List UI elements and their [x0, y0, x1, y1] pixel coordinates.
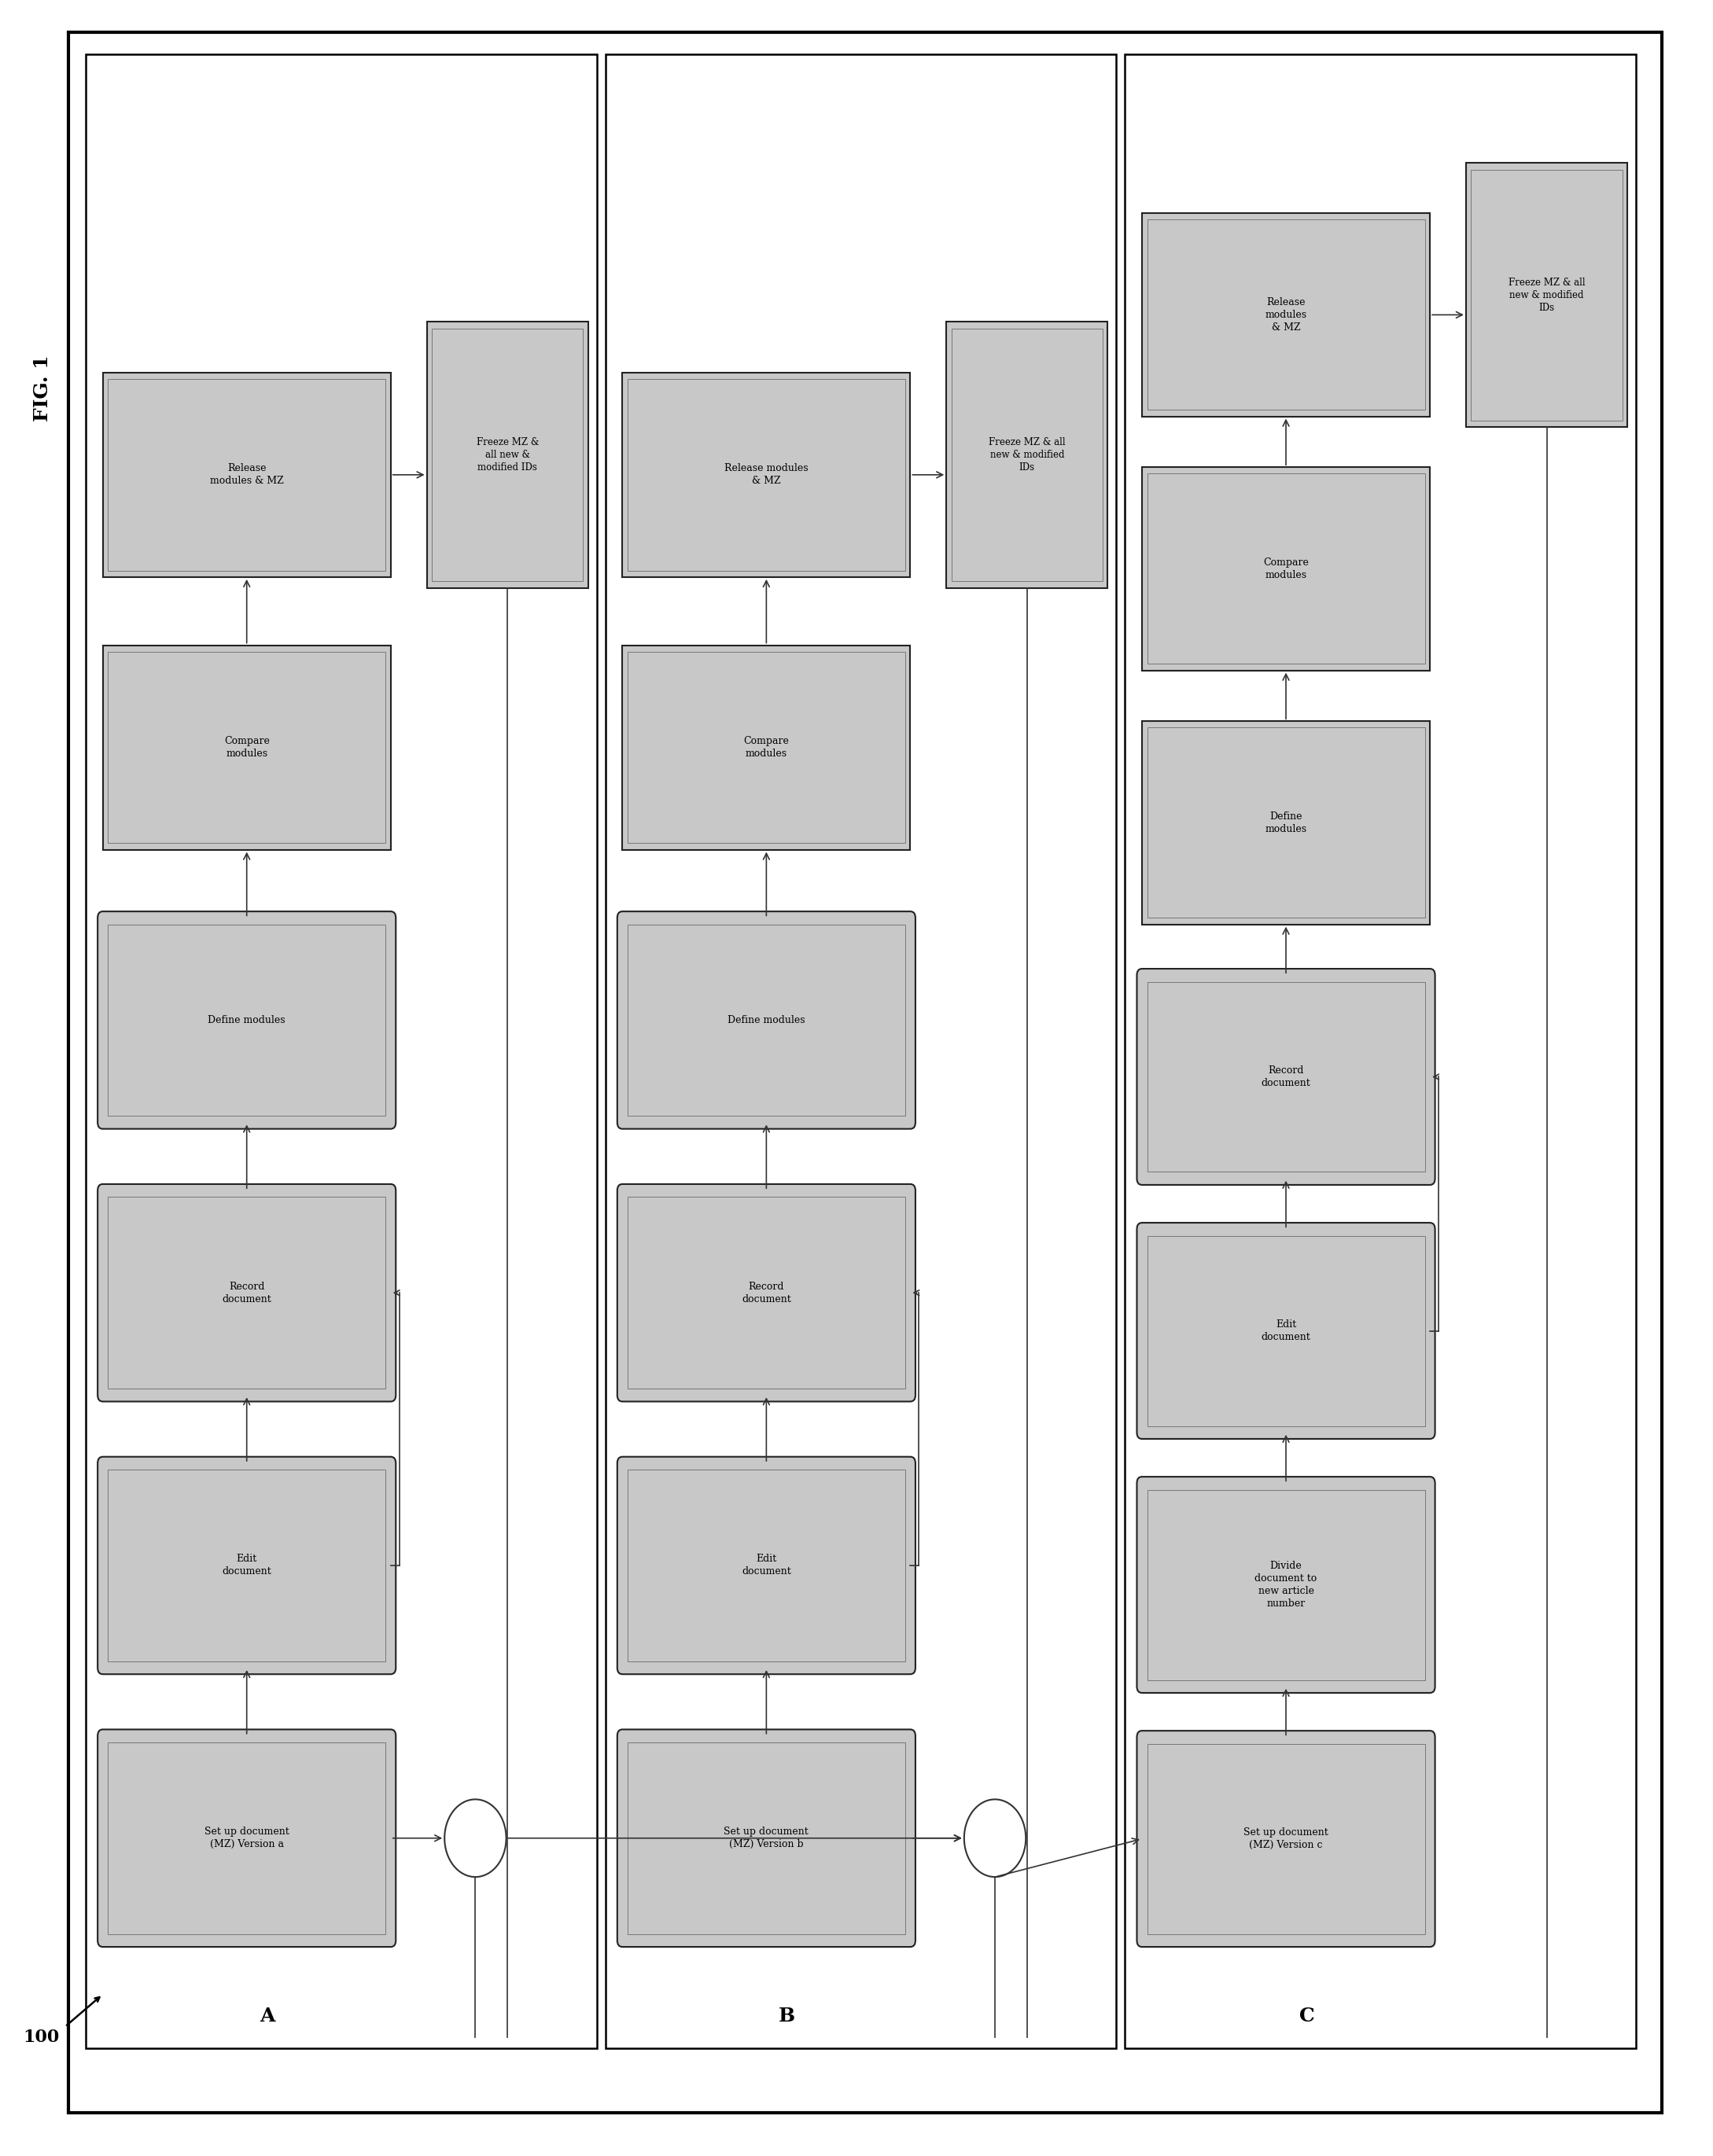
Text: Freeze MZ & all
new & modified
IDs: Freeze MZ & all new & modified IDs [988, 438, 1065, 472]
Text: FIG. 1: FIG. 1 [33, 356, 53, 420]
Text: A: A [260, 2007, 276, 2024]
FancyBboxPatch shape [427, 321, 588, 589]
FancyBboxPatch shape [98, 1184, 396, 1401]
Text: Set up document
(MZ) Version b: Set up document (MZ) Version b [725, 1826, 809, 1850]
FancyBboxPatch shape [1125, 54, 1636, 2048]
FancyBboxPatch shape [946, 321, 1108, 589]
Text: Define modules: Define modules [207, 1015, 286, 1026]
FancyBboxPatch shape [617, 1729, 915, 1947]
FancyBboxPatch shape [103, 645, 391, 849]
FancyBboxPatch shape [86, 54, 596, 2048]
FancyBboxPatch shape [1137, 1731, 1435, 1947]
Text: Release
modules & MZ: Release modules & MZ [211, 464, 284, 487]
FancyBboxPatch shape [1143, 722, 1430, 925]
Text: Compare
modules: Compare modules [743, 735, 790, 759]
Text: Edit
document: Edit document [223, 1554, 271, 1576]
FancyBboxPatch shape [622, 373, 910, 578]
Text: Define
modules: Define modules [1266, 811, 1307, 834]
Text: Release modules
& MZ: Release modules & MZ [725, 464, 809, 487]
Text: Set up document
(MZ) Version c: Set up document (MZ) Version c [1244, 1828, 1328, 1850]
FancyBboxPatch shape [605, 54, 1117, 2048]
Text: Freeze MZ &
all new &
modified IDs: Freeze MZ & all new & modified IDs [476, 438, 538, 472]
FancyBboxPatch shape [1137, 1222, 1435, 1438]
Text: Compare
modules: Compare modules [1262, 558, 1309, 580]
Text: Record
document: Record document [742, 1281, 791, 1304]
Text: Edit
document: Edit document [742, 1554, 791, 1576]
Text: Freeze MZ & all
new & modified
IDs: Freeze MZ & all new & modified IDs [1507, 278, 1585, 313]
Text: Define modules: Define modules [728, 1015, 805, 1026]
FancyBboxPatch shape [617, 1184, 915, 1401]
Text: Edit
document: Edit document [1261, 1319, 1310, 1343]
FancyBboxPatch shape [622, 645, 910, 849]
Text: Release
modules
& MZ: Release modules & MZ [1266, 298, 1307, 332]
Text: Record
document: Record document [1261, 1065, 1310, 1089]
FancyBboxPatch shape [1466, 164, 1627, 427]
Circle shape [964, 1800, 1026, 1878]
Text: B: B [779, 2007, 795, 2024]
FancyBboxPatch shape [98, 1729, 396, 1947]
FancyBboxPatch shape [69, 32, 1662, 2113]
FancyBboxPatch shape [1137, 968, 1435, 1186]
FancyBboxPatch shape [617, 1457, 915, 1675]
Text: C: C [1298, 2007, 1314, 2024]
Text: Divide
document to
new article
number: Divide document to new article number [1256, 1561, 1317, 1608]
FancyBboxPatch shape [617, 912, 915, 1130]
FancyBboxPatch shape [1137, 1477, 1435, 1692]
Circle shape [445, 1800, 507, 1878]
Text: Record
document: Record document [223, 1281, 271, 1304]
FancyBboxPatch shape [1143, 213, 1430, 416]
Text: Compare
modules: Compare modules [224, 735, 269, 759]
FancyBboxPatch shape [1143, 468, 1430, 671]
Text: Set up document
(MZ) Version a: Set up document (MZ) Version a [204, 1826, 289, 1850]
FancyBboxPatch shape [103, 373, 391, 578]
FancyBboxPatch shape [98, 912, 396, 1130]
FancyBboxPatch shape [98, 1457, 396, 1675]
Text: 100: 100 [22, 2029, 60, 2046]
